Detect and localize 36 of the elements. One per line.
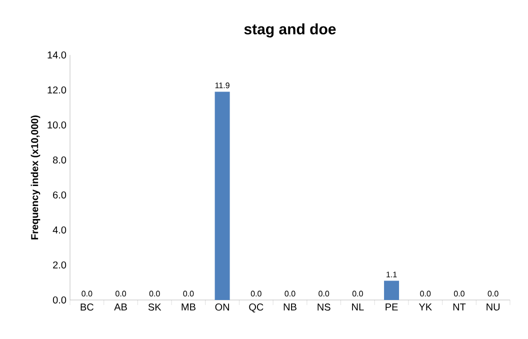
- x-tick-label: NU: [486, 304, 500, 310]
- x-tick-label: AB: [114, 304, 127, 310]
- x-tick-label: YK: [418, 304, 432, 310]
- y-tick-label: 8.0: [53, 156, 66, 164]
- data-label: 0.0: [420, 290, 431, 296]
- data-label: 11.9: [215, 82, 230, 88]
- data-label: 0.0: [352, 290, 363, 296]
- x-tick-label: NT: [453, 304, 466, 310]
- x-tick-label: PE: [386, 304, 398, 310]
- y-tick-label: 14.0: [48, 51, 66, 59]
- x-tick-label: MB: [182, 304, 196, 310]
- chart-title: stag and doe: [244, 23, 336, 38]
- y-tick-label: 2.0: [53, 261, 66, 269]
- y-tick-label: 4.0: [52, 226, 66, 234]
- y-tick-label: 6.0: [53, 191, 66, 199]
- data-label: 0.0: [183, 290, 194, 296]
- data-label: 0.0: [488, 290, 498, 296]
- y-tick-label: 0.0: [52, 296, 66, 304]
- data-label: 0.0: [318, 290, 330, 296]
- x-tick-label: NL: [352, 304, 364, 310]
- x-tick-label: BC: [80, 304, 94, 311]
- x-tick-label: NB: [284, 304, 296, 310]
- y-tick-label: 10.0: [48, 121, 66, 129]
- data-label: 0.0: [82, 290, 92, 296]
- data-label: 1.1: [386, 272, 397, 278]
- x-tick-label: ON: [215, 304, 230, 311]
- data-label: 0.0: [284, 290, 296, 296]
- x-tick-label: SK: [148, 304, 162, 311]
- data-label: 0.0: [116, 290, 126, 296]
- y-axis-title: Frequency index (x10,000): [30, 115, 40, 240]
- data-label: 0.0: [454, 290, 464, 296]
- data-label: 0.0: [250, 290, 262, 296]
- data-label: 0.0: [149, 290, 160, 296]
- y-tick-label: 12.0: [48, 86, 66, 94]
- x-tick-label: NS: [318, 304, 330, 311]
- x-tick-label: QC: [249, 304, 264, 312]
